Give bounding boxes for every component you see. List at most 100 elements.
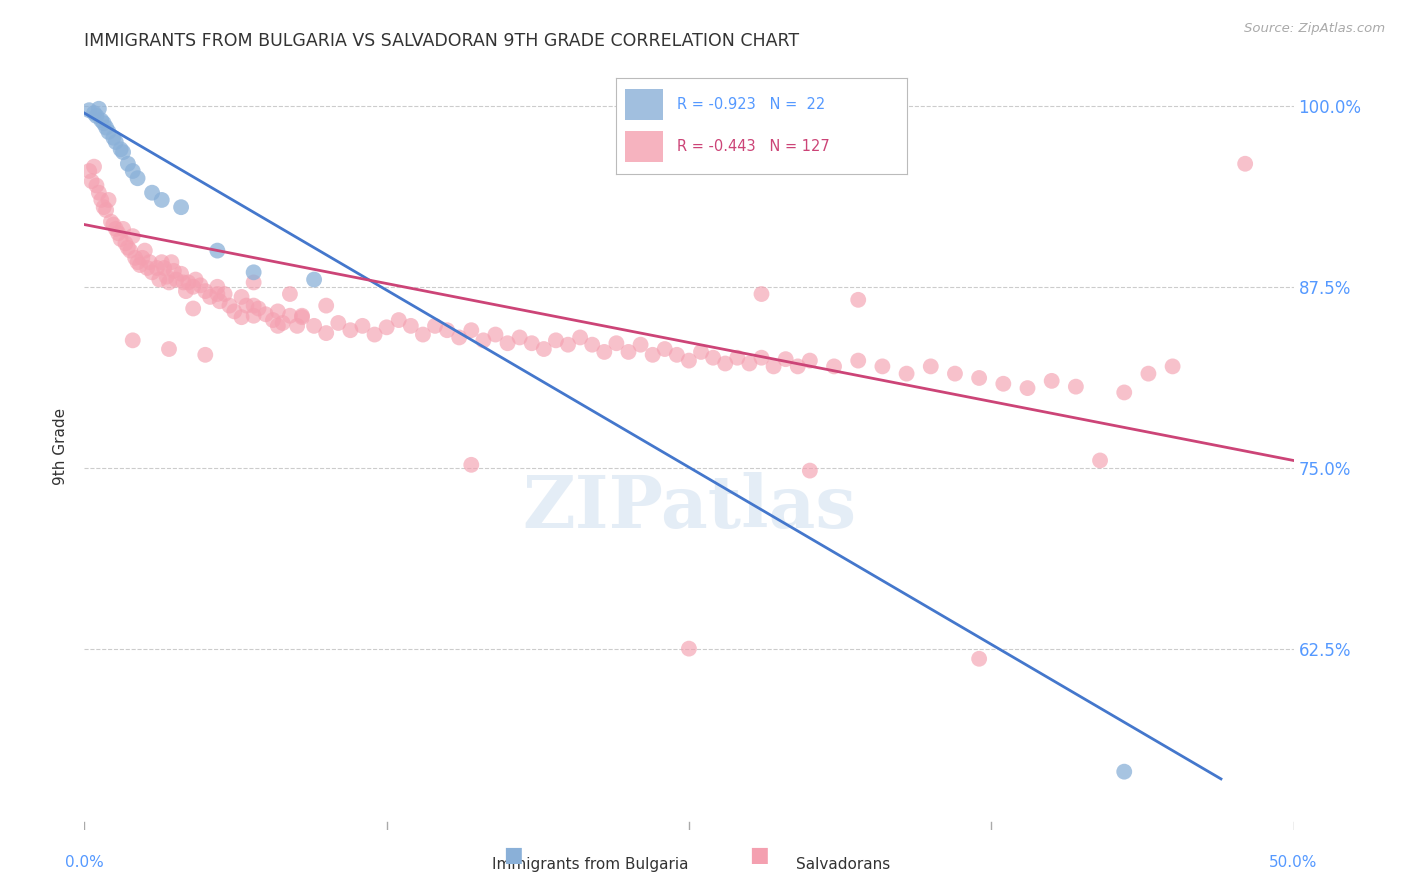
Point	[1161, 359, 1184, 374]
Point	[242, 276, 264, 290]
Point	[150, 193, 173, 207]
Point	[97, 193, 120, 207]
Point	[315, 299, 337, 313]
Point	[267, 318, 290, 333]
Point	[714, 357, 737, 371]
Point	[214, 287, 236, 301]
Point	[799, 353, 821, 368]
Point	[725, 351, 748, 365]
Point	[208, 294, 231, 309]
Point	[131, 251, 153, 265]
Point	[423, 318, 446, 333]
Point	[107, 226, 129, 240]
Point	[1017, 381, 1039, 395]
Point	[77, 164, 100, 178]
Point	[231, 310, 253, 325]
Point	[605, 336, 627, 351]
Point	[90, 113, 112, 128]
Point	[1137, 367, 1160, 381]
Point	[242, 265, 264, 279]
Point	[388, 313, 411, 327]
Point	[80, 174, 103, 188]
Point	[117, 157, 139, 171]
Point	[165, 272, 187, 286]
Point	[93, 116, 115, 130]
Text: IMMIGRANTS FROM BULGARIA VS SALVADORAN 9TH GRADE CORRELATION CHART: IMMIGRANTS FROM BULGARIA VS SALVADORAN 9…	[84, 32, 800, 50]
Point	[120, 244, 142, 258]
Point	[484, 327, 506, 342]
Point	[1114, 385, 1136, 400]
Point	[103, 130, 125, 145]
Point	[83, 106, 105, 120]
Point	[751, 287, 773, 301]
Point	[247, 301, 270, 316]
Point	[328, 316, 350, 330]
Point	[87, 102, 110, 116]
Point	[129, 258, 152, 272]
Point	[77, 103, 100, 118]
Point	[146, 260, 169, 275]
Point	[177, 276, 200, 290]
Point	[157, 342, 180, 356]
Point	[194, 348, 217, 362]
Point	[174, 284, 197, 298]
Point	[399, 318, 422, 333]
Point	[762, 359, 785, 374]
Point	[654, 342, 676, 356]
Point	[170, 267, 193, 281]
Point	[136, 260, 159, 275]
Point	[278, 287, 301, 301]
Point	[967, 371, 990, 385]
Point	[496, 336, 519, 351]
Point	[104, 222, 127, 236]
Point	[170, 200, 193, 214]
Point	[86, 109, 108, 123]
Point	[569, 330, 592, 344]
Point	[678, 641, 700, 656]
Point	[103, 218, 125, 232]
Point	[846, 293, 869, 307]
Point	[872, 359, 894, 374]
Point	[449, 330, 471, 344]
Point	[86, 178, 108, 193]
Text: ■: ■	[503, 846, 523, 865]
Point	[181, 301, 204, 316]
Point	[157, 276, 180, 290]
Point	[121, 229, 143, 244]
Point	[315, 326, 337, 340]
Point	[173, 276, 195, 290]
Point	[509, 330, 531, 344]
Point	[127, 255, 149, 269]
Text: ■: ■	[749, 846, 769, 865]
Point	[163, 264, 186, 278]
Point	[207, 244, 229, 258]
Point	[235, 299, 257, 313]
Point	[751, 351, 773, 365]
Point	[254, 307, 277, 321]
Point	[302, 272, 325, 286]
Point	[134, 244, 156, 258]
Point	[207, 287, 229, 301]
Point	[218, 299, 240, 313]
Point	[90, 193, 112, 207]
Point	[198, 290, 221, 304]
Point	[1088, 453, 1111, 467]
Point	[665, 348, 688, 362]
Point	[231, 290, 253, 304]
Point	[702, 351, 724, 365]
Point	[617, 345, 640, 359]
Point	[943, 367, 966, 381]
Point	[285, 318, 308, 333]
Point	[786, 359, 808, 374]
Point	[117, 241, 139, 255]
Point	[352, 318, 374, 333]
Point	[412, 327, 434, 342]
Point	[278, 309, 301, 323]
Point	[436, 323, 458, 337]
Text: ZIPatlas: ZIPatlas	[522, 472, 856, 543]
Point	[112, 222, 135, 236]
Point	[641, 348, 664, 362]
Point	[544, 334, 567, 348]
Point	[190, 278, 212, 293]
Point	[271, 316, 294, 330]
